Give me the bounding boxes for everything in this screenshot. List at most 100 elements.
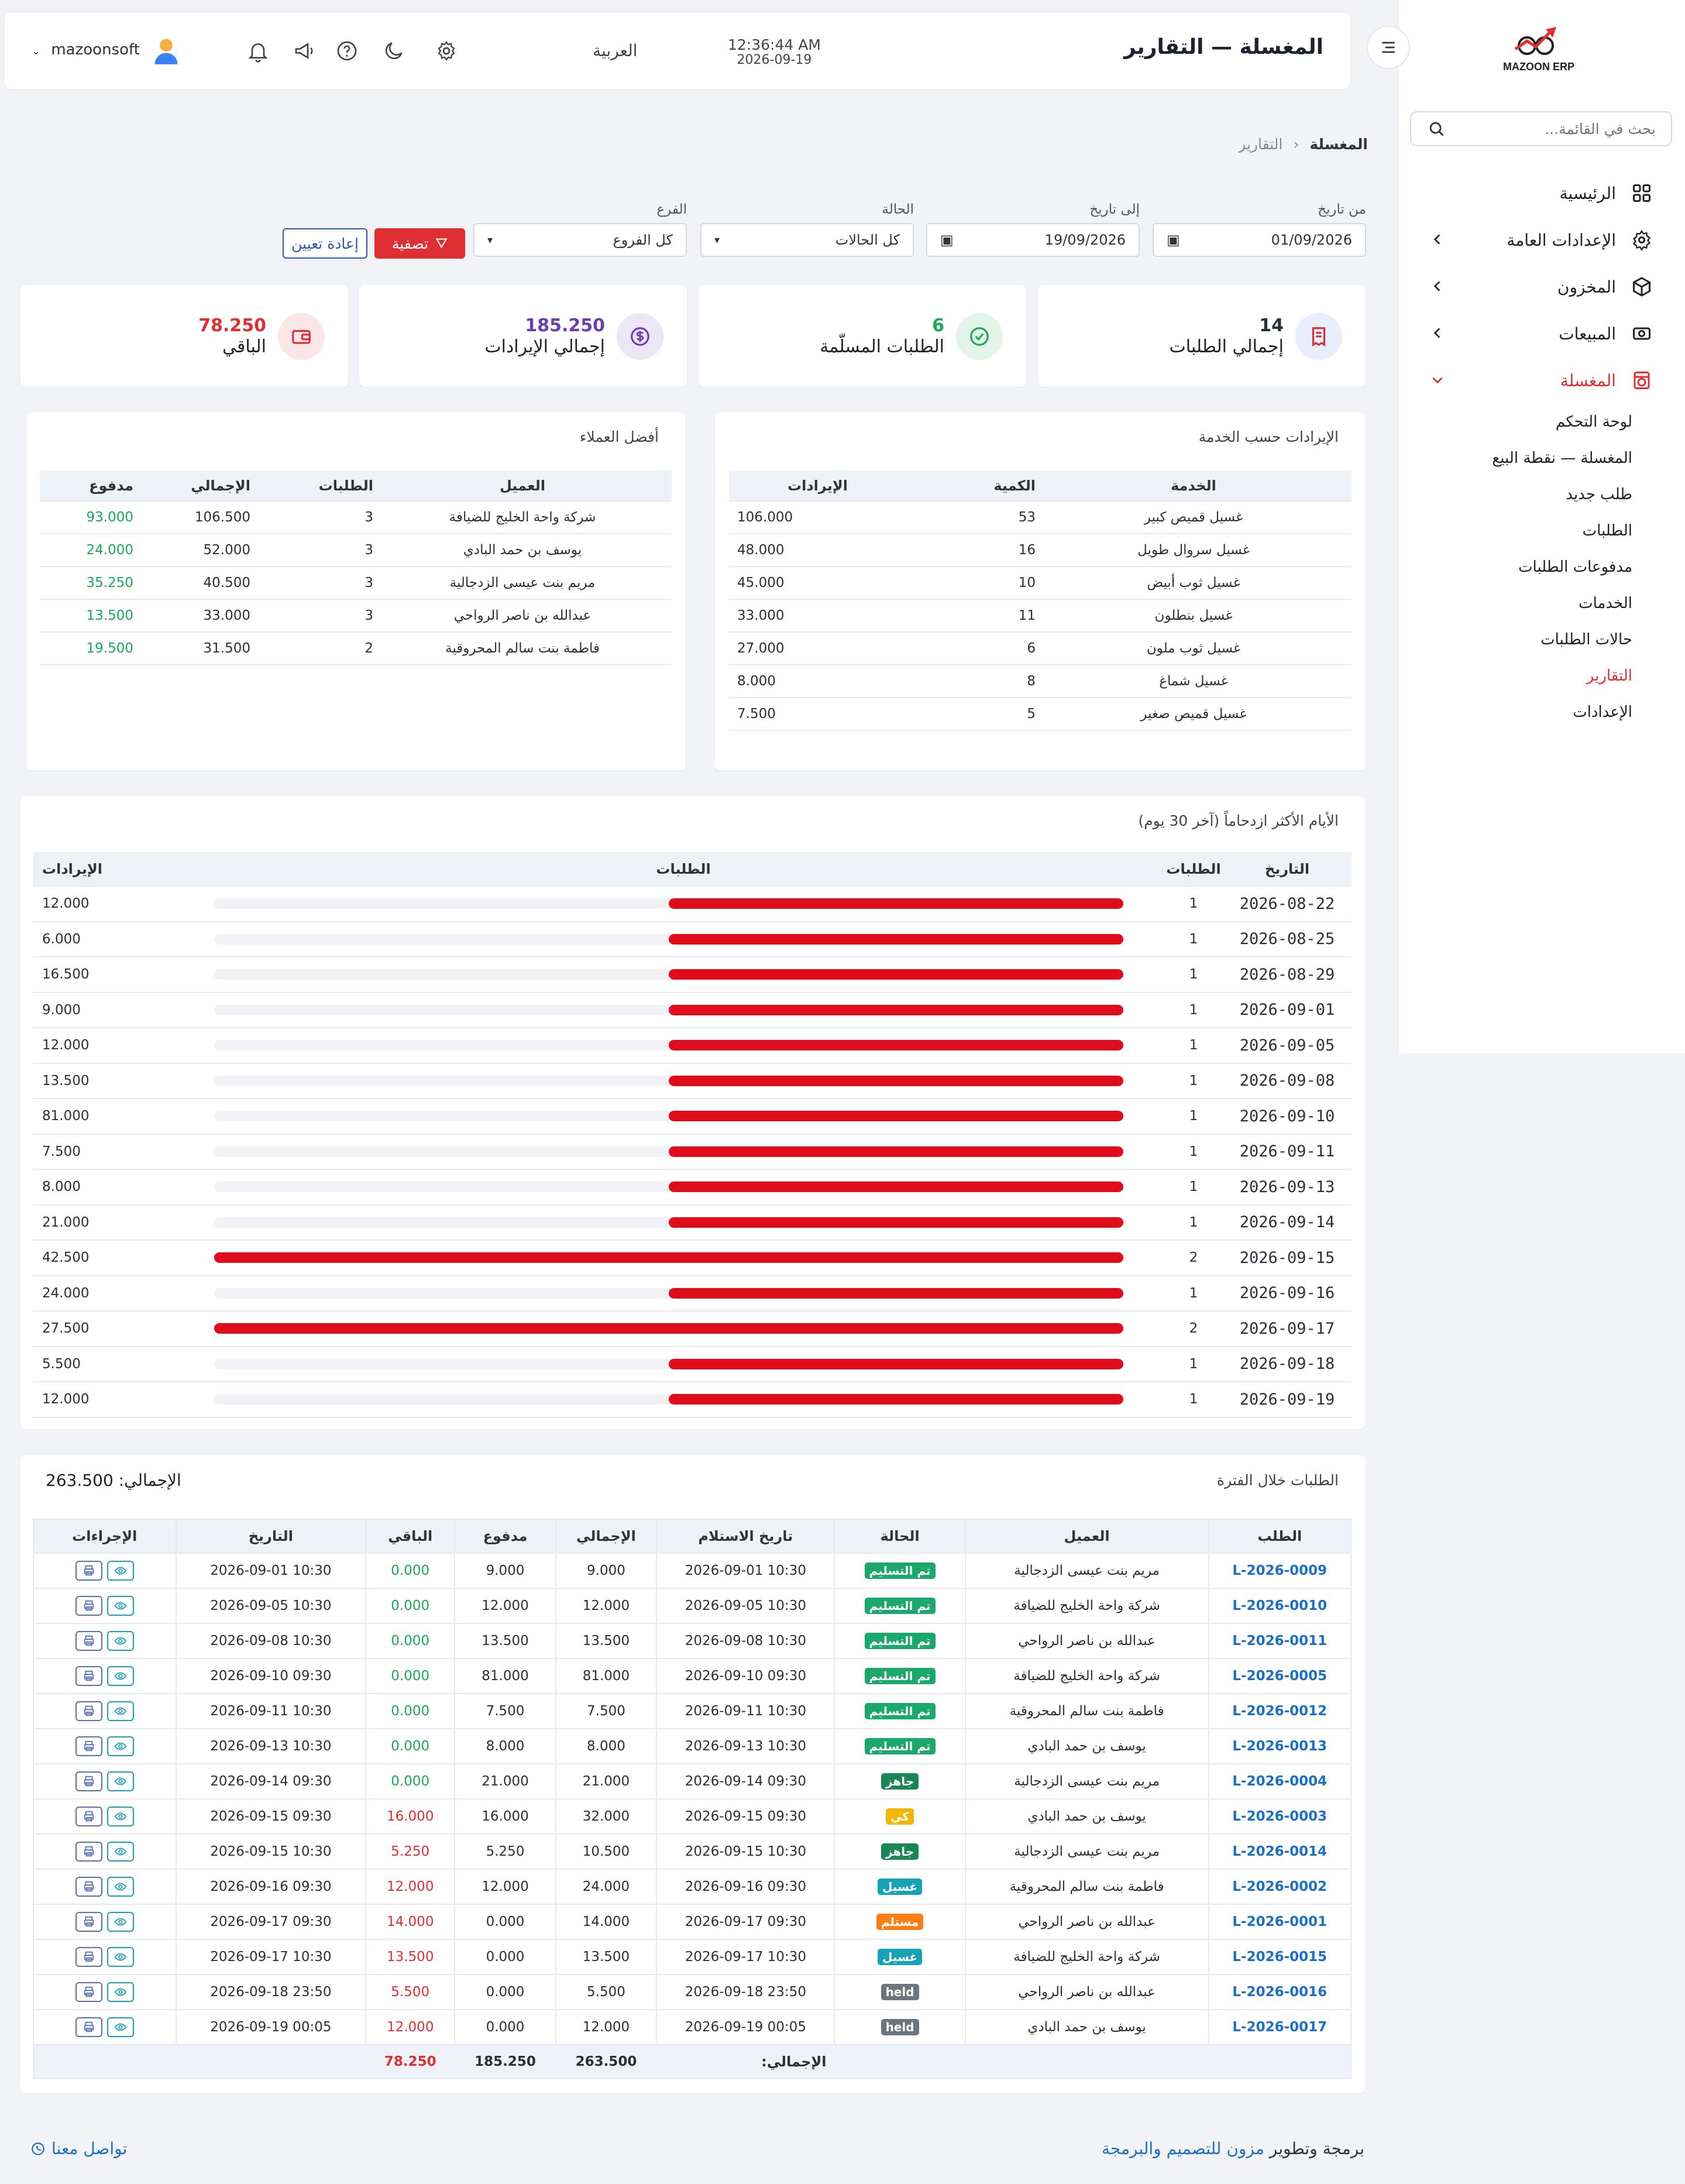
preview-button[interactable]	[106, 1736, 134, 1756]
row-actions	[75, 1982, 134, 2002]
submenu-item-reports[interactable]: التقارير	[1586, 667, 1632, 685]
view-button[interactable]	[75, 1842, 102, 1862]
preview-button[interactable]	[106, 1666, 134, 1686]
preview-button[interactable]	[106, 1842, 134, 1862]
notifications-button[interactable]	[243, 36, 273, 66]
submenu-item-services[interactable]: الخدمات	[1579, 595, 1632, 612]
cell-order-id[interactable]: L-2026-0011	[1208, 1623, 1351, 1659]
sidebar-item-label: الرئيسية	[1559, 183, 1616, 203]
cell-order-id[interactable]: L-2026-0016	[1208, 1974, 1351, 2010]
branch-select[interactable]: كل الفروع ▾	[473, 223, 687, 257]
card-title: الأيام الأكثر ازدحاماً (آخر 30 يوم)	[1138, 812, 1339, 829]
contact-us-link[interactable]: تواصل معنا	[30, 2139, 127, 2158]
cell-remaining: 0.000	[365, 1623, 455, 1659]
to-date-input[interactable]: 19/09/2026 ▣	[926, 223, 1140, 257]
cell-order-id[interactable]: L-2026-0004	[1208, 1764, 1351, 1800]
sidebar-item-home[interactable]: الرئيسية	[1398, 170, 1685, 217]
cell-order-id[interactable]: L-2026-0014	[1208, 1834, 1351, 1870]
sidebar-search-input[interactable]	[1446, 120, 1656, 138]
view-button[interactable]	[75, 1736, 102, 1756]
cell-status: تم التسليم	[834, 1553, 965, 1589]
cell-order-id[interactable]: L-2026-0013	[1208, 1729, 1351, 1764]
cell-order-id[interactable]: L-2026-0009	[1208, 1553, 1351, 1589]
view-button[interactable]	[75, 1666, 102, 1686]
settings-button[interactable]	[432, 36, 461, 66]
page-title: المغسلة — التقارير	[1123, 35, 1323, 59]
sidebar-item-sales[interactable]: المبيعات	[1398, 310, 1685, 357]
filter-button[interactable]: ⛛ تصفية	[374, 228, 465, 259]
printer-icon	[84, 1740, 94, 1752]
view-button[interactable]	[75, 1982, 102, 2002]
reset-button[interactable]: إعادة تعيين	[283, 228, 367, 259]
preview-button[interactable]	[106, 1877, 134, 1897]
view-button[interactable]	[75, 1596, 102, 1616]
preview-button[interactable]	[106, 1982, 134, 2002]
submenu-item-order-statuses[interactable]: حالات الطلبات	[1540, 631, 1632, 648]
dark-mode-toggle[interactable]	[379, 36, 408, 66]
preview-button[interactable]	[106, 1701, 134, 1721]
user-menu[interactable]: ⌄ mazoonsoft	[32, 41, 140, 59]
preview-button[interactable]	[106, 2017, 134, 2037]
brand-logo[interactable]: MAZOON ERP	[1483, 23, 1594, 82]
preview-button[interactable]	[106, 1807, 134, 1826]
submenu-item-pos[interactable]: المغسلة — نقطة البيع	[1492, 449, 1632, 467]
orders-total-label: الإجمالي: 263.500	[46, 1471, 181, 1490]
view-button[interactable]	[75, 1701, 102, 1721]
submenu-item-orders[interactable]: الطلبات	[1582, 522, 1632, 540]
cell-customer: مريم بنت عيسى الزدجالية	[964, 1834, 1209, 1870]
chevron-left-icon	[1433, 234, 1440, 245]
view-button[interactable]	[75, 1561, 102, 1581]
row-actions	[75, 1631, 134, 1651]
view-button[interactable]	[75, 1771, 102, 1791]
cell-order-id[interactable]: L-2026-0012	[1208, 1694, 1351, 1729]
view-button[interactable]	[75, 1631, 102, 1651]
from-date-label: من تاريخ	[1318, 202, 1366, 217]
orders-bar	[669, 1040, 1123, 1051]
preview-button[interactable]	[106, 1631, 134, 1651]
preview-button[interactable]	[106, 1771, 134, 1791]
cell-order-id[interactable]: L-2026-0003	[1208, 1799, 1351, 1835]
view-button[interactable]	[75, 1807, 102, 1826]
status-select[interactable]: كل الحالات ▾	[700, 223, 914, 257]
cell-order-id[interactable]: L-2026-0017	[1208, 2010, 1351, 2045]
cell-order-id[interactable]: L-2026-0001	[1208, 1904, 1351, 1940]
sidebar-item-inventory[interactable]: المخزون	[1398, 263, 1685, 310]
top-header: المغسلة — التقارير 12:36:44 AM 2026-09-1…	[5, 13, 1350, 89]
table-row: غسيل بنطلون 11 33.000	[729, 599, 1352, 633]
submenu-item-settings[interactable]: الإعدادات	[1573, 703, 1632, 721]
submenu-item-new-order[interactable]: طلب جديد	[1566, 486, 1632, 503]
preview-button[interactable]	[106, 1596, 134, 1616]
view-button[interactable]	[75, 1947, 102, 1967]
credit-link[interactable]: مزون للتصميم والبرمجة	[1101, 2139, 1264, 2158]
help-button[interactable]	[332, 36, 362, 66]
table-row: 2026-09-14 1 21.000	[33, 1204, 1352, 1241]
cell-order-id[interactable]: L-2026-0015	[1208, 1939, 1351, 1975]
cell-order-id[interactable]: L-2026-0002	[1208, 1869, 1351, 1905]
sidebar-item-laundry[interactable]: المغسلة	[1398, 357, 1685, 404]
announcements-button[interactable]	[290, 36, 319, 66]
view-button[interactable]	[75, 1912, 102, 1932]
row-actions	[75, 1666, 134, 1686]
language-switch[interactable]: العربية	[593, 41, 638, 60]
view-button[interactable]	[75, 2017, 102, 2037]
orders-bar-track	[214, 1217, 1123, 1228]
sidebar-search[interactable]	[1410, 111, 1672, 146]
preview-button[interactable]	[106, 1912, 134, 1932]
preview-button[interactable]	[106, 1561, 134, 1581]
submenu-item-order-payments[interactable]: مدفوعات الطلبات	[1518, 558, 1632, 576]
breadcrumb-root[interactable]: المغسلة	[1309, 136, 1368, 153]
cell-date: 2026-08-29	[1223, 957, 1352, 993]
submenu-item-dashboard[interactable]: لوحة التحكم	[1555, 413, 1632, 431]
cell-order-id[interactable]: L-2026-0005	[1208, 1658, 1351, 1694]
sidebar-item-settings[interactable]: الإعدادات العامة	[1398, 217, 1685, 263]
cell-order-id[interactable]: L-2026-0010	[1208, 1588, 1351, 1624]
from-date-input[interactable]: 01/09/2026 ▣	[1153, 223, 1366, 257]
sidebar-toggle-button[interactable]	[1367, 26, 1410, 69]
cell-customer: يوسف بن حمد البادي	[964, 1729, 1209, 1764]
cell-orders: 1	[1164, 1169, 1223, 1206]
avatar[interactable]	[151, 35, 181, 66]
view-button[interactable]	[75, 1877, 102, 1897]
filter-icon: ⛛	[435, 235, 448, 252]
preview-button[interactable]	[106, 1947, 134, 1967]
printer-icon	[84, 1776, 94, 1787]
